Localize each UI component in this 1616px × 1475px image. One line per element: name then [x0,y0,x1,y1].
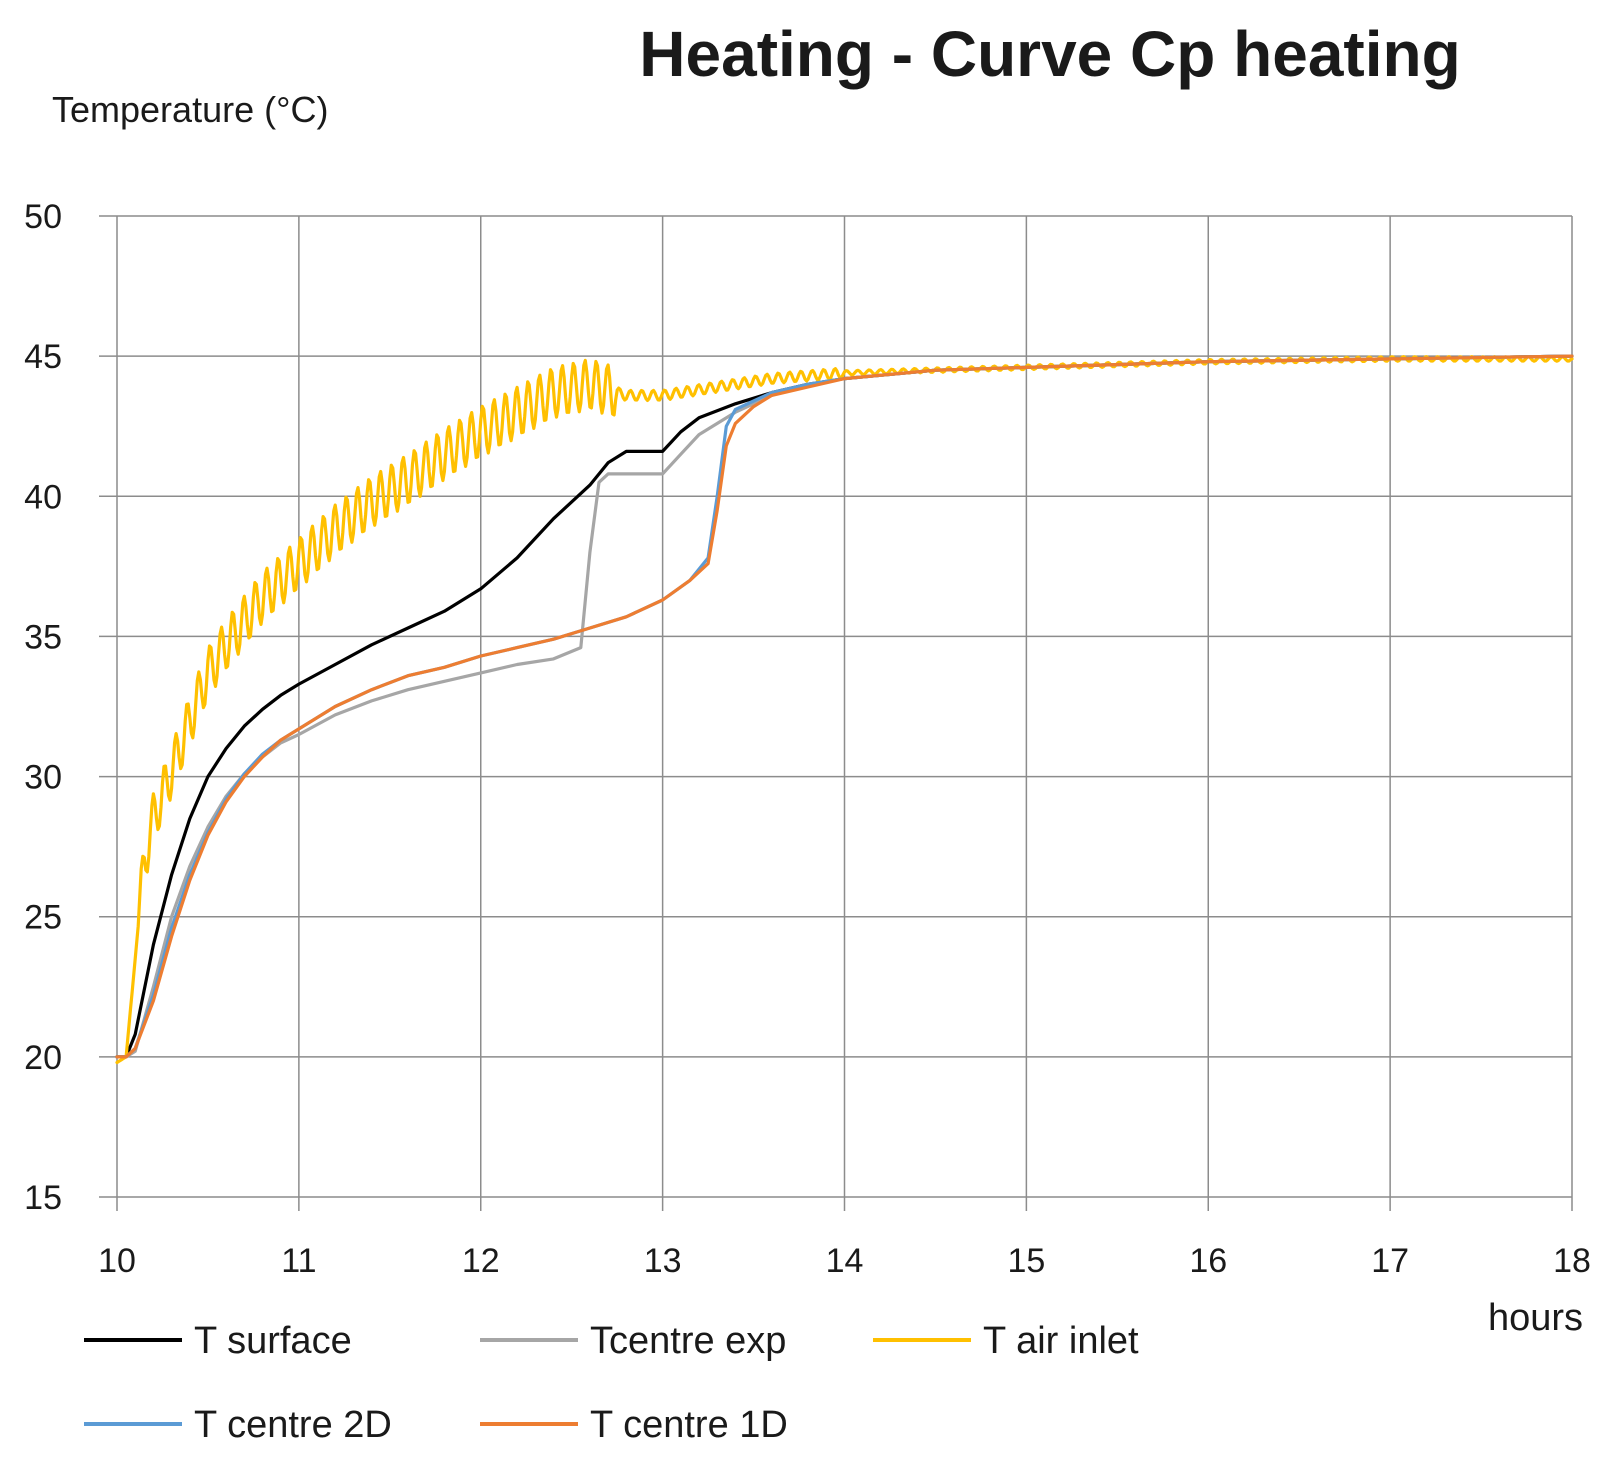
x-tick-label: 17 [1371,1242,1409,1280]
x-tick-label: 10 [98,1242,136,1280]
series-lines [115,354,1574,1065]
y-tick-label: 15 [24,1179,62,1217]
x-tick-label: 18 [1553,1242,1591,1280]
y-tick-label: 25 [24,899,62,937]
y-tick-label: 35 [24,618,62,656]
series-line-t-air-inlet [115,355,1574,1065]
legend-label: T centre 1D [590,1404,788,1446]
legend-label: Tcentre exp [590,1320,786,1362]
y-tick-label: 20 [24,1039,62,1077]
x-tick-label: 13 [644,1242,682,1280]
x-tick-label: 14 [826,1242,864,1280]
x-axis-label: hours [1488,1297,1583,1339]
legend-label: T air inlet [983,1320,1139,1362]
y-tick-label: 50 [24,198,62,236]
legend-item-t-air-inlet: T air inlet [873,1320,1139,1362]
x-tick-label: 11 [281,1242,316,1280]
x-tick-label: 15 [1007,1242,1045,1280]
y-tick-label: 30 [24,759,62,797]
y-axis-label: Temperature (°C) [52,89,328,130]
chart-title: Heating - Curve Cp heating [639,18,1460,90]
x-tick-label: 12 [462,1242,500,1280]
legend-item-t-centre-2d: T centre 2D [84,1404,392,1446]
x-tick-label: 16 [1189,1242,1227,1280]
grid [99,215,1573,1211]
legend-item-t-centre-1d: T centre 1D [480,1404,788,1446]
y-tick-label: 45 [24,338,62,376]
legend-item-tcentre-exp: Tcentre exp [480,1320,786,1362]
series-line-t-centre-1d [115,354,1574,1059]
legend-label: T surface [194,1320,352,1362]
legend-label: T centre 2D [194,1404,392,1446]
y-tick-label: 40 [24,478,62,516]
legend-item-t-surface: T surface [84,1320,352,1362]
legend: T surface Tcentre exp T air inlet T centre … [84,1320,1139,1446]
tick-labels: 15 20 25 30 35 40 45 50 10 11 12 13 14 15 16 17 18 [24,198,1591,1280]
